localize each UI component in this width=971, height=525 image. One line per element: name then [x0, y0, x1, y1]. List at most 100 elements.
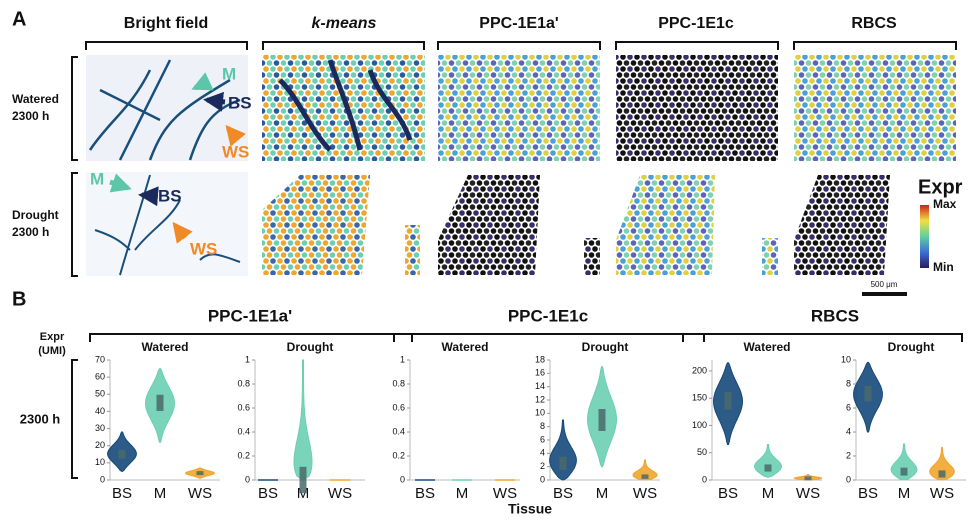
- x-tick-label: M: [898, 485, 911, 502]
- y-tick-label: 0.8: [392, 378, 405, 388]
- kmeans-map: [262, 55, 425, 161]
- expression-map: [438, 175, 600, 275]
- gene-title: PPC-1E1a': [208, 306, 292, 325]
- y-tick-label: 6: [846, 402, 851, 412]
- expression-map: [794, 55, 956, 161]
- x-tick-label: WS: [796, 485, 820, 502]
- y-tick-label: 1: [400, 354, 405, 364]
- annotation: WS: [190, 239, 217, 258]
- y-tick-label: 0: [245, 474, 250, 484]
- gene-brackets: [90, 334, 962, 342]
- median-box: [560, 457, 567, 470]
- subplot-title: Watered: [142, 340, 189, 354]
- y-axis-label: Expr: [40, 331, 65, 343]
- median-box: [725, 392, 732, 410]
- annotation: M: [222, 64, 236, 83]
- x-axis-label: Tissue: [508, 501, 552, 517]
- y-tick-label: 0.4: [237, 426, 250, 436]
- median-box: [642, 474, 649, 478]
- median-box: [901, 468, 908, 476]
- y-tick-label: 40: [95, 406, 105, 416]
- expression-map: [794, 175, 890, 275]
- x-tick-label: M: [596, 485, 609, 502]
- scale-bar: [862, 292, 907, 296]
- y-tick-label: 0: [540, 474, 545, 484]
- column-header: PPC-1E1a': [479, 15, 558, 32]
- y-tick-label: 60: [95, 372, 105, 382]
- y-tick-label: 50: [95, 389, 105, 399]
- y-tick-label: 0.2: [392, 450, 405, 460]
- median-box: [599, 409, 606, 431]
- subplot-title: Drought: [888, 340, 935, 354]
- gene-title: RBCS: [811, 306, 859, 325]
- subplot-title: Drought: [287, 340, 334, 354]
- arrow: [142, 195, 155, 196]
- expression-map: [616, 175, 778, 275]
- column-header: Bright field: [124, 15, 208, 32]
- x-tick-label: WS: [633, 485, 657, 502]
- subplot-title: Drought: [582, 340, 629, 354]
- row-bracket: [72, 360, 78, 478]
- y-tick-label: 0.2: [237, 450, 250, 460]
- x-tick-label: BS: [858, 485, 878, 502]
- y-tick-label: 10: [841, 354, 851, 364]
- y-tick-label: 2: [540, 461, 545, 471]
- figure: A Bright field k-means PPC-1E1a' PPC-1E1…: [0, 0, 971, 520]
- x-tick-label: WS: [188, 485, 212, 502]
- median-box: [119, 450, 126, 459]
- y-tick-label: 8: [540, 421, 545, 431]
- arrow: [207, 100, 225, 102]
- y-tick-label: 0.6: [392, 402, 405, 412]
- x-tick-label: M: [154, 485, 167, 502]
- panel-label: B: [12, 288, 26, 310]
- x-tick-label: WS: [328, 485, 352, 502]
- x-tick-label: BS: [553, 485, 573, 502]
- median-box: [765, 464, 772, 471]
- x-tick-label: BS: [258, 485, 278, 502]
- median-box: [805, 476, 812, 480]
- median-box: [865, 386, 872, 401]
- colorbar-min: Min: [933, 260, 954, 274]
- kmeans-map: [262, 175, 420, 275]
- annotation: WS: [222, 142, 249, 161]
- y-tick-label: 1: [245, 354, 250, 364]
- y-tick-label: 200: [692, 365, 707, 375]
- y-tick-label: 18: [535, 354, 545, 364]
- y-axis-label: (UMI): [38, 345, 66, 357]
- expression-map: [616, 55, 778, 161]
- y-tick-label: 10: [535, 408, 545, 418]
- x-tick-label: WS: [930, 485, 954, 502]
- y-tick-label: 0.8: [237, 378, 250, 388]
- y-tick-label: 8: [846, 378, 851, 388]
- row-label: Watered: [12, 92, 59, 106]
- y-tick-label: 14: [535, 381, 545, 391]
- violin: [294, 360, 312, 480]
- y-tick-label: 4: [540, 448, 545, 458]
- x-tick-label: M: [456, 485, 469, 502]
- violin: [550, 420, 577, 480]
- y-tick-label: 4: [846, 426, 851, 436]
- y-tick-label: 30: [95, 423, 105, 433]
- y-tick-label: 150: [692, 393, 707, 403]
- y-tick-label: 50: [697, 447, 707, 457]
- panel-label: A: [12, 8, 26, 30]
- x-tick-label: BS: [415, 485, 435, 502]
- y-tick-label: 100: [692, 420, 707, 430]
- y-tick-label: 2: [846, 450, 851, 460]
- y-tick-label: 10: [95, 457, 105, 467]
- y-tick-label: 12: [535, 394, 545, 404]
- annotation: BS: [228, 93, 252, 112]
- column-headers: Bright field k-means PPC-1E1a' PPC-1E1c …: [124, 15, 897, 32]
- annotation: BS: [158, 186, 182, 205]
- row-label: 2300 h: [12, 225, 49, 239]
- y-tick-label: 16: [535, 368, 545, 378]
- x-tick-label: BS: [112, 485, 132, 502]
- x-tick-label: WS: [493, 485, 517, 502]
- column-header: k-means: [312, 15, 377, 32]
- subplot-title: Watered: [442, 340, 489, 354]
- y-tick-label: 0: [846, 474, 851, 484]
- median-box: [157, 395, 164, 411]
- row-label: 2300 h: [12, 109, 49, 123]
- y-tick-label: 70: [95, 354, 105, 364]
- expression-map: [438, 55, 600, 161]
